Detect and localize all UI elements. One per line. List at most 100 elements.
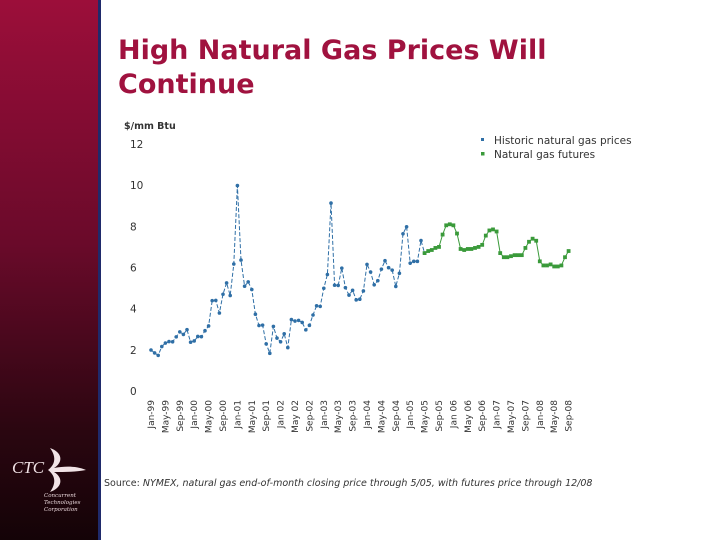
y-tick-label: 0 xyxy=(130,386,137,398)
historic-point xyxy=(404,224,409,229)
futures-point xyxy=(505,255,510,260)
historic-point xyxy=(203,328,207,333)
futures-point xyxy=(487,228,492,233)
historic-point xyxy=(314,303,319,308)
chart-legend: Historic natural gas prices Natural gas … xyxy=(481,135,632,161)
futures-point xyxy=(491,227,495,232)
historic-point xyxy=(185,327,189,332)
futures-point xyxy=(455,231,459,236)
y-tick-label: 6 xyxy=(130,263,137,275)
historic-point xyxy=(275,336,279,340)
historic-point xyxy=(311,313,315,317)
x-tick-label: Jan-03 xyxy=(320,400,330,430)
historic-point xyxy=(322,286,326,291)
y-axis-ticks: 0 2 4 6 8 10 12 xyxy=(130,139,143,398)
historic-point xyxy=(235,183,240,188)
source-note: Source: NYMEX, natural gas end-of-month … xyxy=(104,478,592,489)
historic-point xyxy=(178,330,182,334)
futures-point xyxy=(537,259,542,264)
source-prefix: Source: xyxy=(104,478,140,489)
historic-point xyxy=(268,351,272,356)
x-tick-label: Sep-02 xyxy=(305,400,315,432)
futures-point xyxy=(541,263,546,268)
futures-point xyxy=(426,249,431,253)
x-tick-label: Jan-99 xyxy=(147,400,157,430)
historic-point xyxy=(358,297,362,301)
historic-point xyxy=(408,261,413,265)
series-layer xyxy=(149,183,571,358)
historic-point xyxy=(347,293,351,297)
futures-point xyxy=(437,245,441,249)
historic-point xyxy=(368,270,373,274)
historic-point xyxy=(152,351,157,355)
historic-point xyxy=(160,344,164,349)
x-tick-label: Jan-00 xyxy=(190,400,200,430)
futures-point xyxy=(523,246,528,250)
historic-point xyxy=(228,293,232,298)
y-axis-label: $/mm Btu xyxy=(124,121,176,132)
historic-point xyxy=(365,262,369,267)
legend-futures-label: Natural gas futures xyxy=(494,149,595,161)
x-tick-label: May 06 xyxy=(464,400,474,433)
historic-point xyxy=(167,339,171,344)
x-tick-label: Jan 06 xyxy=(449,400,459,429)
futures-point xyxy=(559,263,564,268)
futures-point xyxy=(530,236,535,241)
x-tick-label: May 02 xyxy=(291,400,301,433)
futures-point xyxy=(473,246,477,250)
futures-point xyxy=(527,239,531,244)
historic-point xyxy=(253,312,258,317)
futures-point xyxy=(480,242,485,247)
futures-point xyxy=(566,249,571,253)
futures-point xyxy=(555,264,560,269)
x-tick-label: May-08 xyxy=(550,400,560,433)
x-axis-ticks: Jan-99 May-99 Sep-99 Jan-00 May-00 Sep-00 Jan-… xyxy=(147,400,575,433)
futures-point xyxy=(509,254,513,259)
x-tick-label: May-00 xyxy=(205,400,215,433)
historic-point xyxy=(293,319,297,323)
historic-point xyxy=(163,341,168,345)
x-tick-label: Sep-05 xyxy=(435,400,445,432)
legend-historic-label: Historic natural gas prices xyxy=(494,135,632,147)
historic-point xyxy=(401,231,405,236)
historic-point xyxy=(246,280,250,284)
y-tick-label: 8 xyxy=(130,221,137,233)
futures-point xyxy=(516,253,521,258)
historic-point xyxy=(379,267,384,271)
x-tick-label: May-99 xyxy=(161,400,171,433)
historic-point xyxy=(278,340,283,344)
historic-point xyxy=(343,285,348,290)
x-tick-label: Jan-05 xyxy=(406,400,416,430)
historic-point xyxy=(232,262,236,266)
historic-point xyxy=(174,335,178,339)
logo-swoosh-icon xyxy=(48,448,86,492)
futures-point xyxy=(548,262,553,267)
historic-point xyxy=(419,238,423,243)
logo-company-line-1: Concurrent xyxy=(44,493,76,499)
historic-point xyxy=(394,284,398,289)
historic-line xyxy=(150,185,426,357)
logo-company-line-2: Technologies xyxy=(44,500,81,506)
historic-point xyxy=(149,348,153,352)
logo-mark-text: CTC xyxy=(12,458,45,477)
historic-point xyxy=(282,331,286,336)
title-line-1: High Natural Gas Prices Will xyxy=(118,35,547,66)
historic-point xyxy=(372,282,377,287)
historic-point xyxy=(242,284,247,289)
slide-title: High Natural Gas Prices Will Continue xyxy=(118,34,698,102)
legend-futures-marker xyxy=(481,152,485,156)
historic-point xyxy=(214,298,218,303)
historic-point xyxy=(206,324,211,328)
historic-point xyxy=(196,334,200,339)
historic-point xyxy=(250,287,254,292)
historic-point xyxy=(210,298,214,303)
historic-point xyxy=(304,328,308,332)
historic-point xyxy=(354,298,358,302)
historic-point xyxy=(336,283,340,288)
futures-point xyxy=(447,222,452,227)
futures-point xyxy=(483,233,488,238)
y-tick-label: 12 xyxy=(130,139,143,151)
historic-point xyxy=(383,258,387,263)
x-tick-label: Sep-03 xyxy=(349,400,359,432)
historic-point xyxy=(325,272,330,277)
